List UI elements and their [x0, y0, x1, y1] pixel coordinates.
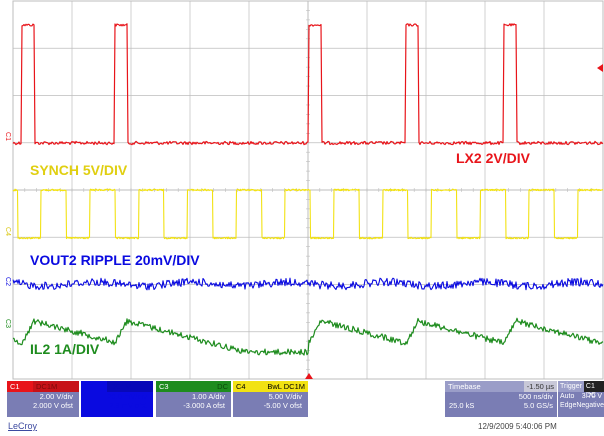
channel-4-coupling: BwL DC1M [253, 381, 308, 392]
channel-3-id: C3 [156, 381, 180, 392]
waveform-traces [12, 23, 604, 379]
trigger-position-marker [305, 373, 313, 379]
timestamp: 12/9/2009 5:40:06 PM [478, 422, 557, 431]
timebase-label: Timebase [448, 382, 481, 391]
trigger-level-marker [597, 64, 603, 72]
timebase-panel[interactable]: Timebase -1.50 µs 500 ns/div 25.0 kS 5.0… [445, 381, 557, 417]
timebase-delay: -1.50 µs [523, 381, 557, 392]
channel-4-id: C4 [233, 381, 253, 392]
channel-3-offset: -3.000 A ofst [183, 401, 225, 410]
channel-2-panel[interactable]: C2 DC1M 20.0 mV/div 2.9 mV ofst [81, 381, 153, 417]
channel-4-offset: -5.00 V ofst [263, 401, 302, 410]
c3-marker: C3 [3, 319, 11, 328]
c1-marker: C1 [3, 132, 11, 141]
channel-3-scale: 1.00 A/div [192, 392, 225, 401]
channel-2-scale: 20.0 mV/div [107, 392, 147, 401]
trigger-label: Trigger [560, 383, 582, 390]
il2-waveform [12, 317, 604, 356]
timebase-rate: 5.0 GS/s [523, 401, 553, 410]
brand-logo: LeCroy [8, 421, 38, 431]
channel-4-scale: 5.00 V/div [268, 392, 302, 401]
c2-marker: C2 [3, 277, 11, 286]
trigger-mode: Auto [560, 393, 575, 400]
vout2-trace-label: VOUT2 RIPPLE 20mV/DIV [30, 252, 200, 268]
channel-2-offset: 2.9 mV ofst [109, 401, 147, 410]
lx2-trace-label: LX2 2V/DIV [456, 150, 530, 166]
channel-4-panel[interactable]: C4 BwL DC1M 5.00 V/div -5.00 V ofst [233, 381, 308, 417]
lx2-waveform [12, 23, 604, 146]
timebase-samples: 25.0 kS [449, 401, 475, 410]
channel-1-coupling: DC1M [33, 381, 79, 392]
channel-1-offset: 2.000 V ofst [32, 401, 73, 410]
il2-trace-label: IL2 1A/DIV [30, 341, 100, 357]
trigger-slope: Negative [576, 402, 604, 409]
c4-marker: C4 [3, 227, 11, 236]
trigger-panel[interactable]: Trigger C1 DC Auto 3.70 V Edge Negative [558, 381, 604, 417]
channel-2-coupling: DC1M [107, 381, 153, 392]
vout2-waveform [12, 277, 604, 291]
trigger-type: Edge [560, 402, 577, 409]
channel-3-panel[interactable]: C3 DC 1.00 A/div -3.000 A ofst [156, 381, 231, 417]
trigger-channel: C1 DC [583, 381, 604, 399]
synch-waveform [12, 188, 604, 240]
channel-1-scale: 2.00 V/div [39, 392, 73, 401]
channel-1-panel[interactable]: C1 DC1M 2.00 V/div 2.000 V ofst [7, 381, 79, 417]
trigger-level: 3.70 V [581, 393, 602, 400]
timebase-per-div: 500 ns/div [518, 392, 553, 401]
synch-trace-label: SYNCH 5V/DIV [30, 162, 128, 178]
channel-3-coupling: DC [180, 381, 231, 392]
channel-2-id: C2 [81, 381, 107, 392]
channel-1-id: C1 [7, 381, 33, 392]
